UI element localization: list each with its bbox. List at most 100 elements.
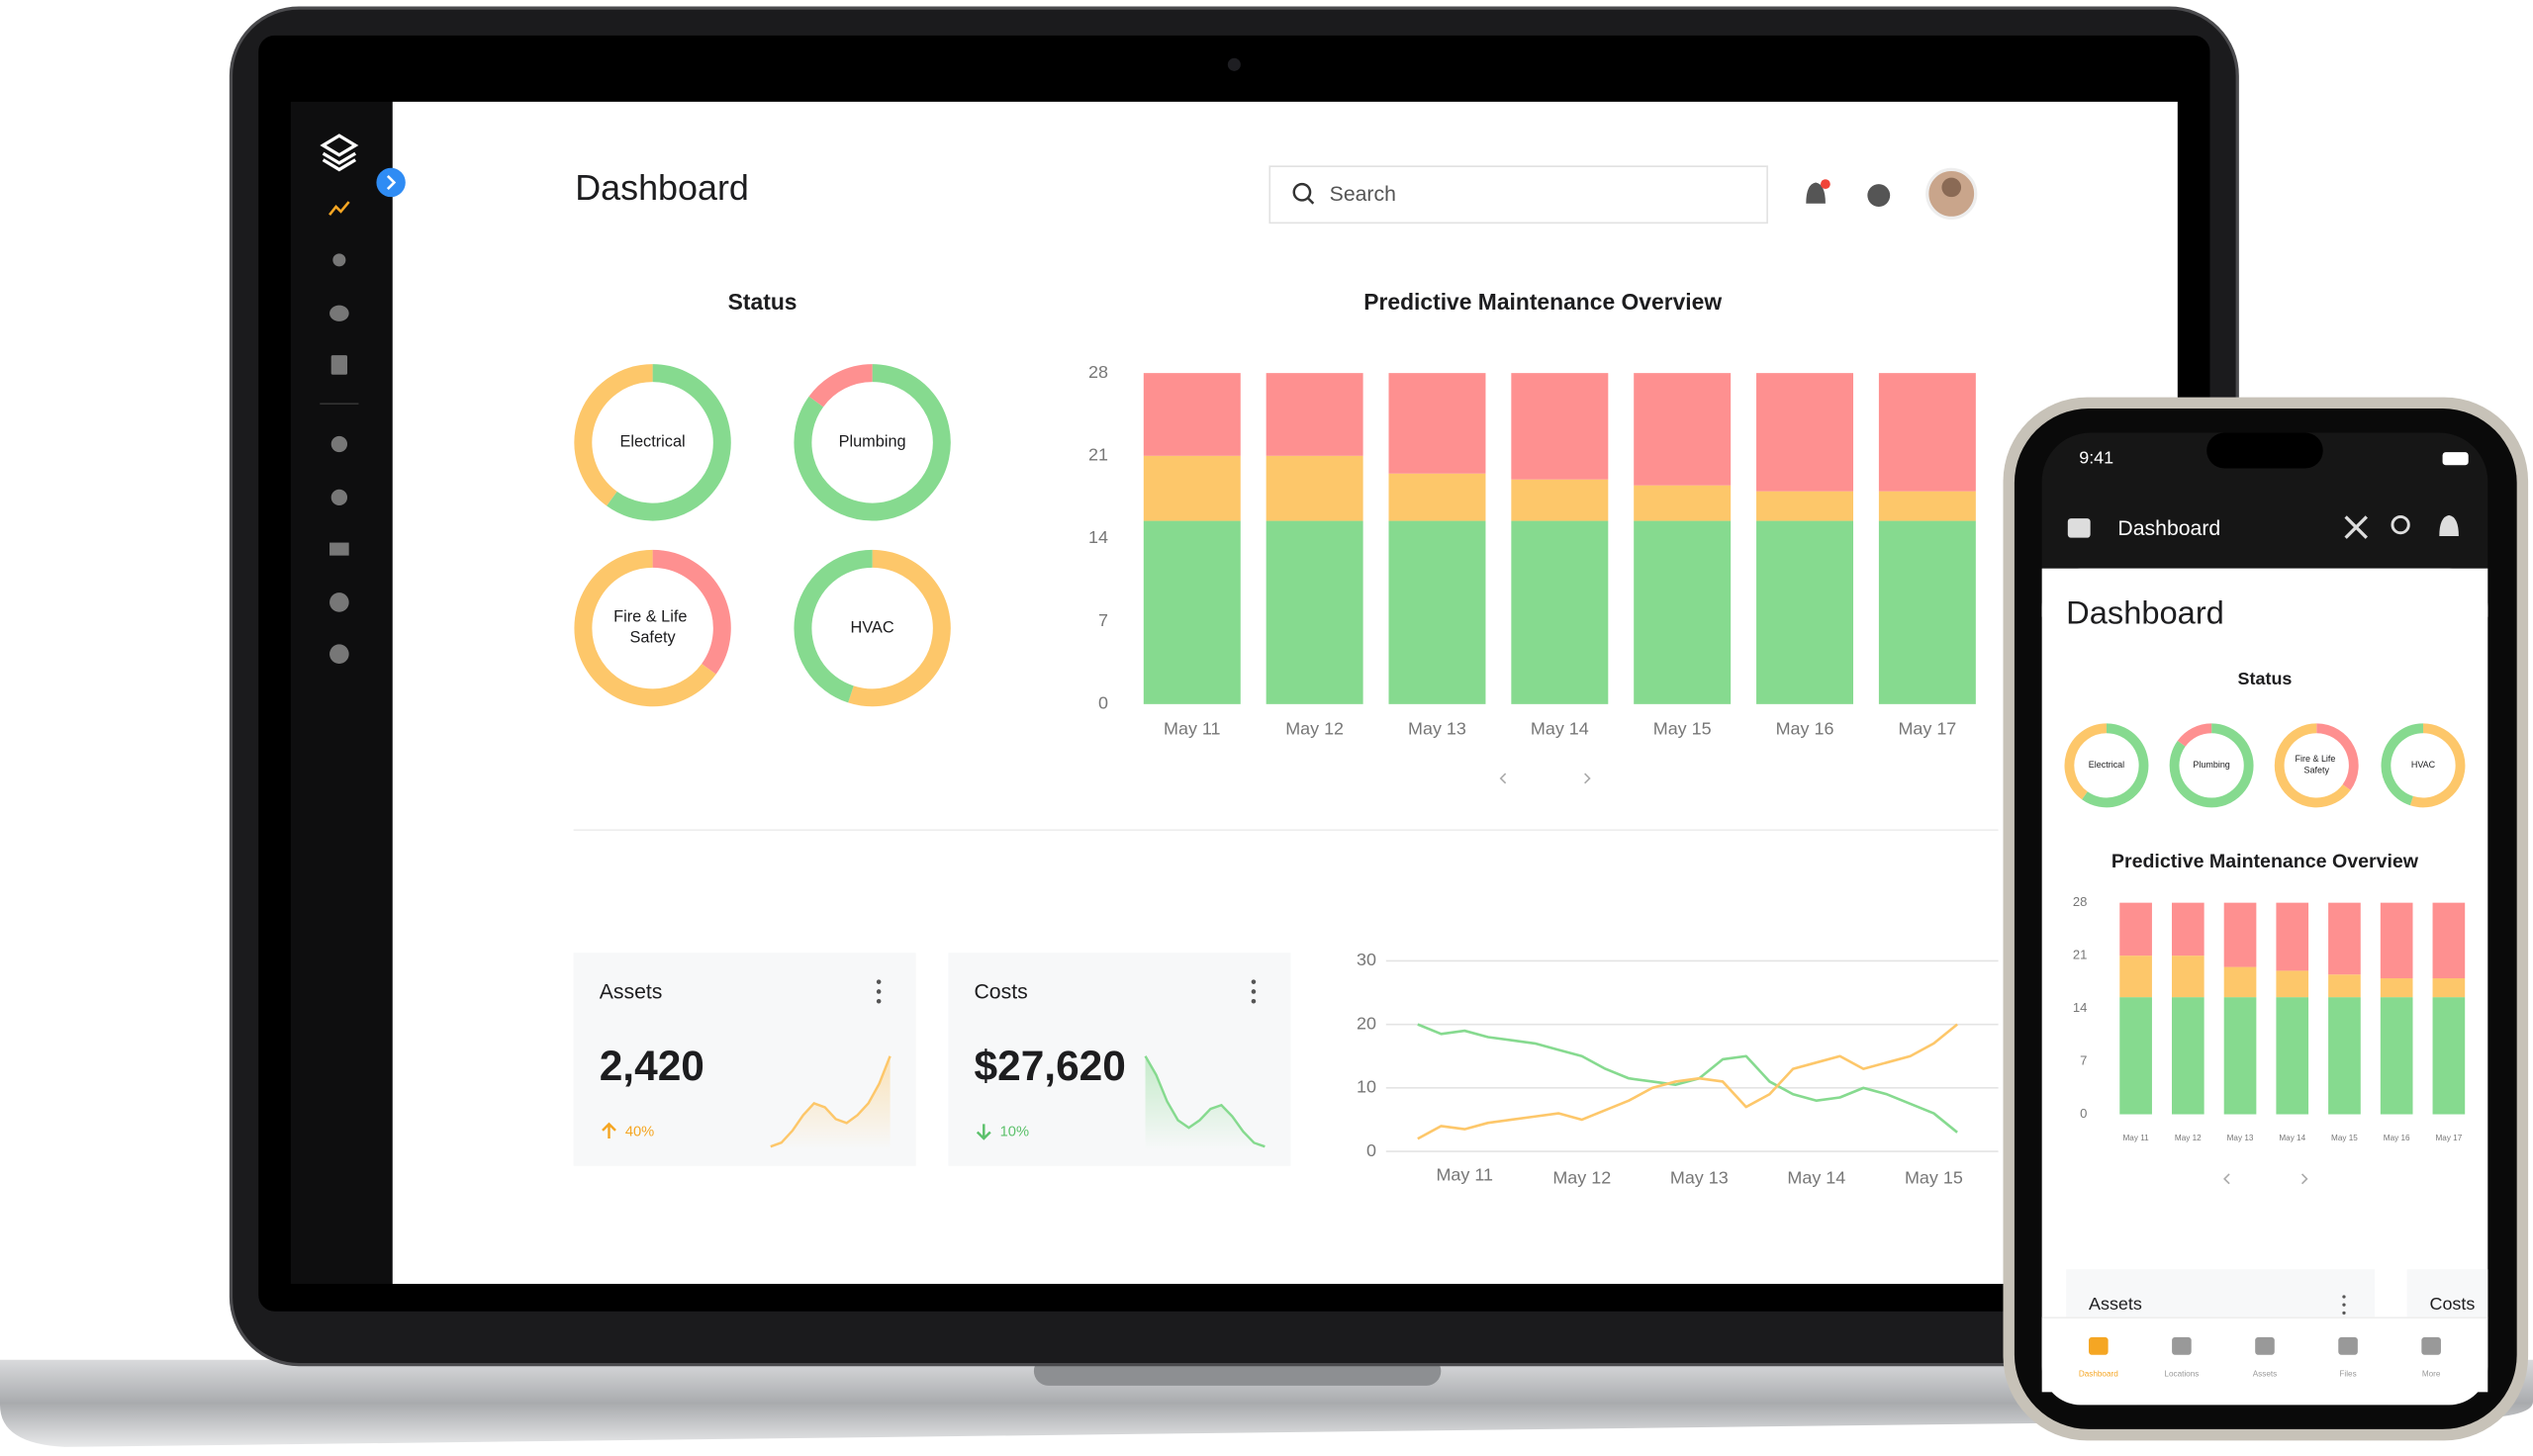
y-tick-label: 20 — [1357, 1013, 1376, 1033]
nav-icon[interactable] — [2255, 1336, 2275, 1355]
card-change: 10% — [1000, 1124, 1029, 1139]
sidebar-icons — [320, 134, 406, 665]
y-tick-label: 14 — [1088, 527, 1108, 547]
y-tick-label: 7 — [2080, 1053, 2087, 1068]
search-placeholder: Search — [1330, 183, 1396, 206]
pager-arrows[interactable] — [2223, 1173, 2308, 1185]
donut-segment — [2064, 723, 2108, 800]
line-series — [1417, 1023, 1958, 1140]
nav-dashboard[interactable] — [328, 201, 350, 216]
phone-page-title: Dashboard — [2066, 594, 2224, 631]
x-tick-label: May 13 — [1670, 1168, 1729, 1188]
bar-segment — [2119, 997, 2152, 1115]
bar-segment — [1878, 520, 1976, 704]
bar-segment — [1756, 520, 1854, 704]
donut-label: Electrical — [619, 433, 685, 451]
donut-segment — [2169, 723, 2254, 808]
donut-label: Plumbing — [2193, 760, 2229, 770]
card-menu-dot[interactable] — [2342, 1311, 2346, 1315]
nav-assets[interactable] — [329, 305, 349, 321]
card-menu-dot[interactable] — [2342, 1303, 2346, 1307]
y-tick-label: 21 — [1088, 445, 1108, 465]
camera — [1227, 57, 1241, 71]
card-value: 2,420 — [600, 1043, 704, 1089]
notification-bell[interactable] — [1806, 182, 1826, 204]
nav-billing[interactable] — [329, 592, 349, 612]
phone-header-title: Dashboard — [2117, 517, 2220, 540]
search-box[interactable] — [1268, 165, 1768, 225]
card-menu-dot[interactable] — [876, 989, 882, 994]
expand-icon[interactable] — [2344, 515, 2368, 539]
y-tick-label: 0 — [1366, 1140, 1376, 1160]
bar-segment — [1511, 373, 1609, 480]
card-menu-dot[interactable] — [1251, 989, 1257, 994]
bar-segment — [2328, 974, 2361, 998]
x-tick-label: May 17 — [1898, 719, 1956, 739]
phone-search-icon[interactable] — [2391, 514, 2410, 535]
phone-card-costs[interactable] — [2406, 1269, 2488, 1319]
nav-label: Assets — [2253, 1370, 2277, 1379]
card-title: Costs — [974, 981, 1027, 1004]
card-menu-dot[interactable] — [1251, 998, 1257, 1004]
logo — [320, 134, 359, 172]
nav-locations[interactable] — [332, 253, 346, 267]
bar-segment — [1511, 520, 1609, 704]
nav-label: More — [2422, 1370, 2441, 1379]
card-menu-dot[interactable] — [2342, 1295, 2346, 1299]
notification-dot — [1821, 179, 1830, 190]
sidebar — [290, 101, 393, 1284]
nav-icon[interactable] — [2172, 1336, 2192, 1355]
x-tick-label: May 11 — [2123, 1134, 2150, 1142]
x-tick-label: May 14 — [1787, 1168, 1845, 1188]
x-tick-label: May 12 — [2175, 1134, 2202, 1142]
phone-bell[interactable] — [2439, 514, 2459, 537]
nav-label: Locations — [2164, 1370, 2199, 1379]
bar-segment — [2119, 902, 2152, 956]
bar-segment — [1878, 373, 1976, 492]
pager-arrows[interactable] — [1499, 773, 1591, 784]
nav-help[interactable] — [329, 644, 349, 665]
search-icon — [1292, 182, 1312, 202]
card-menu-dot[interactable] — [876, 979, 882, 984]
calendar-icon[interactable] — [2067, 518, 2091, 538]
nav-icon[interactable] — [2089, 1336, 2109, 1355]
nav-list[interactable] — [329, 542, 349, 556]
card-menu-dot[interactable] — [1251, 979, 1257, 984]
card-change: 40% — [625, 1124, 654, 1139]
nav-files[interactable] — [330, 355, 348, 375]
phone-content — [2041, 568, 2488, 1406]
sparkline-area — [770, 1055, 891, 1150]
help-icon[interactable] — [1867, 184, 1891, 207]
bar-segment — [1266, 455, 1363, 521]
bar-segment — [1634, 485, 1732, 521]
nav-settings[interactable] — [330, 489, 348, 506]
nav-icon[interactable] — [2338, 1336, 2358, 1355]
bar-segment — [2432, 997, 2466, 1115]
status-title: Status — [2238, 669, 2293, 688]
x-tick-label: May 11 — [1436, 1164, 1493, 1184]
phone-card-title: Assets — [2089, 1294, 2142, 1314]
nav-users[interactable] — [330, 435, 348, 453]
bar-segment — [1878, 491, 1976, 521]
nav-icon[interactable] — [2421, 1336, 2441, 1355]
bar-segment — [2223, 966, 2257, 998]
card-menu-dot[interactable] — [876, 998, 882, 1004]
expand-button[interactable] — [376, 167, 406, 198]
donut-segment — [2315, 723, 2359, 790]
donut-label: Electrical — [2089, 760, 2124, 770]
phone-card-title: Costs — [2430, 1294, 2476, 1314]
x-tick-label: May 14 — [2279, 1134, 2305, 1142]
bar-segment — [2171, 956, 2205, 998]
avatar-face — [1941, 177, 1962, 198]
donut-segment — [2381, 723, 2424, 806]
sparkline — [1144, 1055, 1266, 1148]
bar-segment — [2276, 997, 2309, 1115]
phone-card-assets[interactable] — [2066, 1269, 2375, 1319]
bar-segment — [2276, 902, 2309, 971]
bar-segment — [1388, 473, 1486, 521]
x-tick-label: May 13 — [1408, 719, 1466, 739]
bar-segment — [2223, 997, 2257, 1115]
y-tick-label: 7 — [1098, 610, 1108, 630]
bar-segment — [1143, 373, 1241, 456]
